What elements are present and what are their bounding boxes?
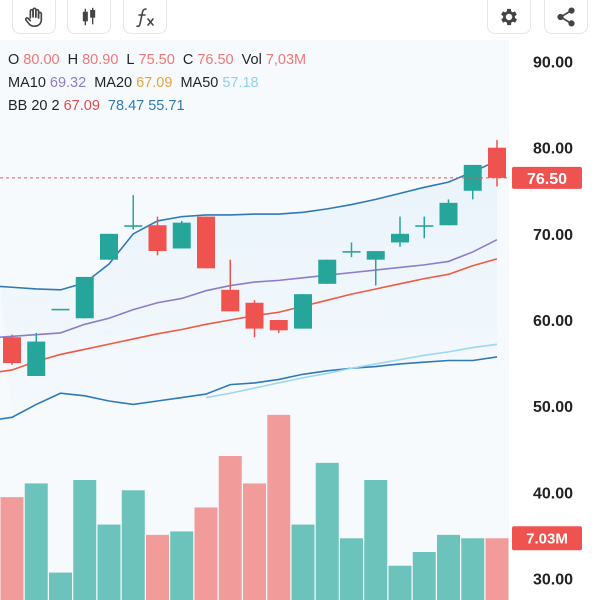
ma20-value: 67.09: [136, 75, 173, 91]
bb-lower-value: 55.71: [148, 98, 185, 114]
volume-bar: [0, 497, 24, 600]
gear-icon: [501, 8, 517, 25]
candle-body: [318, 259, 337, 284]
ma10-label: MA10: [8, 75, 46, 91]
candle-body: [415, 225, 434, 227]
volume-bar: [194, 507, 218, 600]
indicators-button[interactable]: [123, 0, 167, 34]
volume-bar: [485, 538, 509, 600]
chart-type-button[interactable]: [67, 0, 111, 34]
candle-body: [294, 294, 312, 329]
y-axis-tick-label: 50.00: [533, 399, 573, 416]
price-badge-label: 76.50: [527, 171, 567, 188]
candle-body: [148, 225, 167, 252]
volume-bar: [97, 524, 121, 600]
open-value: 80.00: [23, 52, 60, 68]
volume-bar: [267, 414, 291, 600]
volume-label: Vol: [241, 52, 262, 68]
volume-bar: [243, 483, 266, 600]
volume-bar: [364, 480, 388, 600]
y-axis-tick-label: 70.00: [533, 227, 573, 244]
price-axis: 90.00 80.00 70.00 60.00 50.00 40.00 30.00 76.50…: [0, 55, 582, 588]
candlesticks: [3, 139, 506, 376]
ma20-label: MA20: [94, 75, 133, 91]
y-axis-tick-label: 60.00: [533, 313, 573, 330]
candle-body: [75, 276, 94, 319]
low-value: 75.50: [138, 52, 175, 68]
settings-button[interactable]: [487, 0, 531, 34]
indicator-lines: [0, 160, 498, 420]
bb-label: BB 20 2: [8, 98, 60, 114]
volume-bar: [461, 538, 485, 600]
candle-body: [463, 164, 482, 191]
bb-lower-line: [0, 356, 498, 420]
volume-value: 7,03M: [265, 52, 307, 68]
low-label: L: [126, 52, 135, 68]
function-icon: [136, 7, 154, 27]
close-value: 76.50: [197, 52, 234, 68]
share-button[interactable]: [544, 0, 588, 34]
bb-middle-value: 67.09: [63, 98, 100, 114]
y-axis-tick-label: 30.00: [533, 571, 573, 588]
open-label: O: [8, 52, 20, 68]
ma-legend: MA10 69.32 MA20 67.09 MA50 57.18: [8, 75, 263, 91]
ma50-value: 57.18: [222, 75, 259, 91]
volume-bar: [73, 480, 97, 600]
candle-body: [342, 251, 361, 253]
volume-bar: [340, 538, 363, 600]
bollinger-band-fill: [0, 160, 497, 418]
volume-bar: [24, 483, 48, 600]
candle-body: [488, 147, 506, 178]
candlestick-icon: [82, 7, 96, 25]
y-axis-tick-label: 90.00: [533, 55, 573, 72]
ohlc-legend: O 80.00 H 80.90 L 75.50 C 76.50 Vol 7,03M: [8, 52, 310, 68]
volume-bar: [412, 552, 436, 600]
top-toolbar: [0, 0, 600, 40]
candle-body: [366, 251, 385, 260]
candle-body: [172, 222, 191, 249]
candle-body: [3, 337, 21, 364]
bb-upper-value: 78.47: [107, 98, 145, 114]
y-axis-tick-label: 40.00: [533, 485, 573, 502]
hand-icon: [24, 7, 43, 27]
high-label: H: [67, 52, 79, 68]
ma50-label: MA50: [180, 75, 219, 91]
candle-body: [245, 302, 264, 329]
volume-bar: [49, 572, 72, 600]
ma10-line: [0, 238, 498, 339]
bb-legend: BB 20 2 67.09 78.47 55.71: [8, 98, 189, 114]
ma50-line: [205, 343, 498, 399]
candle-body: [27, 341, 46, 376]
candle-body: [391, 233, 409, 243]
volume-bar: [437, 534, 460, 600]
volume-bar: [170, 531, 194, 600]
ma20-line: [0, 258, 498, 373]
candle-body: [197, 216, 215, 269]
hand-tool-button[interactable]: [12, 0, 56, 34]
candle-body: [100, 233, 118, 260]
ma10-value: 69.32: [49, 75, 87, 91]
price-badge: [512, 166, 582, 189]
share-icon: [557, 6, 575, 27]
candle-body: [124, 225, 143, 227]
y-axis-tick-label: 80.00: [533, 141, 573, 158]
candle-body: [51, 308, 70, 311]
volume-bars: [0, 414, 509, 600]
volume-badge: [512, 526, 582, 551]
close-label: C: [182, 52, 194, 68]
volume-bar: [218, 456, 242, 600]
volume-bar: [315, 462, 339, 600]
candle-body: [269, 320, 288, 331]
high-value: 80.90: [82, 52, 119, 68]
volume-bar: [291, 524, 315, 600]
volume-bar: [388, 565, 412, 600]
candle-body: [439, 202, 458, 226]
candle-body: [221, 289, 240, 312]
bb-upper-line: [0, 160, 498, 291]
bb-fill-area: [0, 160, 497, 418]
volume-badge-label: 7.03M: [526, 530, 568, 547]
volume-bar: [146, 534, 169, 600]
volume-bar: [121, 490, 145, 600]
